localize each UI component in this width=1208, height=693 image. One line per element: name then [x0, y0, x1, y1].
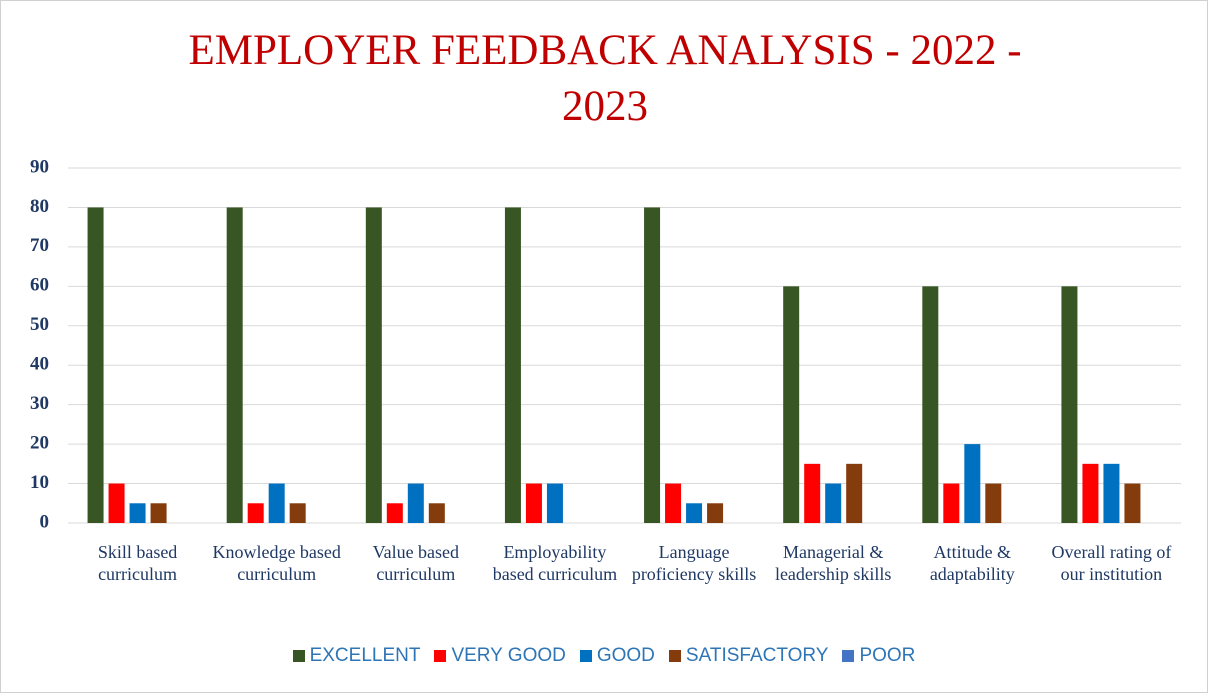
y-tick-label: 90 — [30, 156, 49, 177]
legend-swatch — [434, 650, 447, 662]
x-tick-label: Employability based curriculum — [492, 542, 618, 584]
y-tick-label: 70 — [30, 235, 49, 256]
y-tick-label: 0 — [40, 511, 50, 532]
legend-swatch — [579, 650, 592, 662]
legend-label: GOOD — [596, 645, 655, 666]
bar — [226, 207, 243, 523]
bar — [922, 286, 939, 523]
bar — [108, 483, 125, 523]
y-tick-label: 80 — [30, 196, 49, 217]
bar — [87, 207, 104, 523]
bar — [386, 503, 403, 523]
x-tick-label: Language proficiency skills — [631, 542, 757, 584]
bar — [504, 207, 521, 523]
chart-title: EMPLOYER FEEDBACK ANALYSIS - 2022 - 2023 — [188, 27, 1022, 130]
x-tick-label: Attitude & adaptability — [929, 542, 1015, 584]
bar — [525, 483, 542, 523]
x-tick-label: Managerial & leadership skills — [774, 542, 892, 584]
bar — [1061, 286, 1078, 523]
y-tick-label: 50 — [30, 314, 49, 335]
y-tick-label: 30 — [30, 393, 49, 414]
bar — [846, 463, 863, 523]
bar — [268, 483, 285, 523]
legend: EXCELLENT VERY GOOD GOOD SATISFACTORY POOR — [1, 645, 1207, 667]
bar — [1124, 483, 1141, 523]
bar — [825, 483, 842, 523]
y-tick-label: 40 — [30, 354, 49, 375]
legend-item: POOR — [842, 645, 915, 667]
bar — [150, 503, 167, 523]
bar — [1082, 463, 1099, 523]
bar — [407, 483, 424, 523]
legend-item: SATISFACTORY — [668, 645, 829, 667]
legend-swatch — [842, 650, 855, 662]
legend-swatch — [292, 650, 305, 662]
x-tick-label: Overall rating of our institution — [1051, 542, 1172, 584]
bar — [289, 503, 306, 523]
legend-label: EXCELLENT — [309, 645, 421, 666]
legend-label: VERY GOOD — [451, 645, 566, 666]
x-tick-label: Skill based curriculum — [97, 542, 178, 584]
legend-label: SATISFACTORY — [685, 645, 829, 666]
bar — [129, 503, 146, 523]
y-tick-label: 10 — [30, 472, 49, 493]
bar — [804, 463, 821, 523]
bar — [1103, 463, 1120, 523]
legend-item: VERY GOOD — [434, 645, 566, 667]
y-tick-label: 20 — [30, 432, 49, 453]
bar — [686, 503, 703, 523]
bar — [985, 483, 1002, 523]
x-tick-label: Knowledge based curriculum — [212, 542, 341, 584]
bar — [546, 483, 563, 523]
x-tick-label: Value based curriculum — [372, 542, 460, 584]
legend-label: POOR — [859, 645, 916, 666]
legend-item: EXCELLENT — [292, 645, 421, 667]
bar — [943, 483, 960, 523]
bar — [707, 503, 724, 523]
legend-swatch — [668, 650, 681, 662]
bar — [783, 286, 800, 523]
bar — [644, 207, 661, 523]
legend-item: GOOD — [579, 645, 655, 667]
bar — [365, 207, 382, 523]
y-tick-label: 60 — [30, 275, 49, 296]
bar — [964, 444, 981, 523]
bar — [428, 503, 445, 523]
bar — [247, 503, 264, 523]
bar — [665, 483, 682, 523]
